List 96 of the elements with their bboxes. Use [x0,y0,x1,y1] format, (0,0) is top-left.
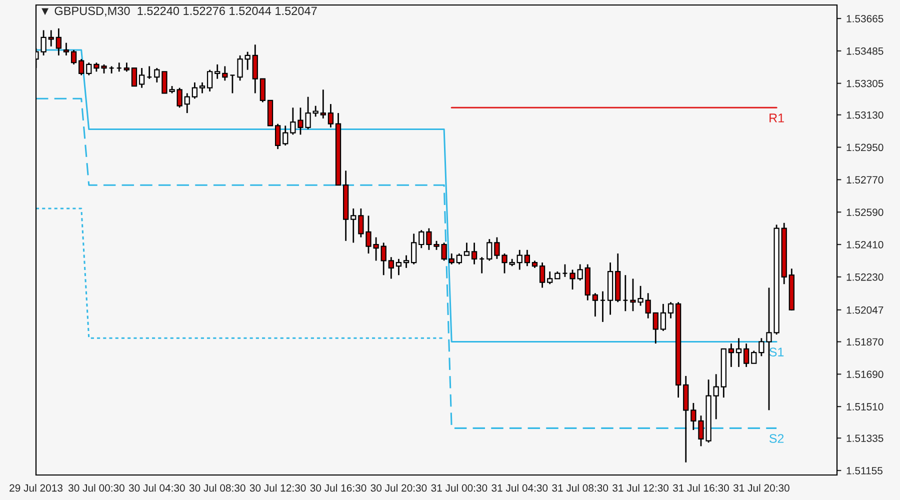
x-tick-label: 31 Jul 04:30 [492,484,548,492]
candlestick [547,270,553,285]
candlestick [320,88,326,120]
candlestick [570,269,576,290]
candlestick [192,82,198,100]
x-tick-label: 30 Jul 04:30 [128,484,185,492]
candlestick [230,74,236,94]
x-tick-label: 30 Jul 16:30 [310,484,366,492]
candlestick [524,249,530,267]
candlestick [282,124,288,146]
candlestick [403,254,410,269]
candlestick [713,373,719,420]
candlestick [199,82,206,94]
x-tick-label: 31 Jul 12:30 [612,484,668,492]
y-tick-label: 1.51690 [846,370,884,378]
y-tick-label: 1.52770 [846,176,884,184]
candlestick [592,292,598,318]
x-tick-label: 31 Jul 08:30 [552,484,608,492]
candlestick [380,242,386,276]
candlestick [690,402,696,431]
candlestick [600,290,606,323]
x-tick-label: 30 Jul 12:30 [250,484,306,492]
series-label: S2 [769,434,784,443]
y-tick-label: 1.51335 [846,434,884,442]
candlestick [78,58,84,76]
candlestick [736,337,742,368]
candlestick [86,62,92,76]
y-tick-label: 1.52590 [846,208,884,216]
candlestick [237,54,243,82]
candlestick [252,44,258,94]
candlestick [744,342,750,368]
y-tick-label: 1.53305 [846,80,884,88]
candlestick [274,123,281,150]
candlestick [728,342,734,368]
y-tick-label: 1.52410 [846,241,884,248]
candlestick [418,229,424,249]
candlestick [456,252,462,266]
x-tick-label: 30 Jul 00:30 [68,484,124,492]
candlestick [645,292,651,320]
candlestick [206,69,213,92]
candlestick [328,103,334,128]
candlestick [222,66,228,82]
x-tick-label: 31 Jul 20:30 [733,484,790,492]
x-tick-label: 29 Jul 2013 [10,484,62,492]
candlestick [396,258,402,276]
candlestick [539,262,546,288]
y-tick-label: 1.52047 [846,306,884,314]
x-tick-label: 30 Jul 20:30 [370,484,427,492]
x-tick-label: 31 Jul 00:30 [431,484,488,492]
candlestick [479,256,485,274]
y-tick-label: 1.52230 [846,273,884,281]
candlestick [146,66,152,80]
y-tick-label: 1.53130 [846,111,884,119]
candlestick [48,30,54,48]
x-tick-label: 30 Jul 08:30 [189,484,246,492]
chart-title: ▼ GBPUSD,M30 1.52240 1.52276 1.52044 1.52047 [42,6,317,16]
y-tick-label: 1.51155 [846,467,882,474]
candlestick [116,62,122,72]
candlestick [70,49,77,66]
candlestick [290,106,296,136]
y-tick-label: 1.52950 [846,144,884,152]
x-tick-label: 31 Jul 16:30 [673,484,729,492]
candlestick [244,51,250,71]
candlestick [652,312,658,344]
candlestick [63,42,70,56]
series-label: R1 [770,114,784,122]
candlestick [350,208,356,244]
candlestick [124,62,130,72]
candlestick [184,92,190,114]
y-tick-label: 1.51870 [846,338,884,346]
candlestick [411,233,417,266]
candlestick [312,105,318,118]
candlestick [448,252,454,266]
candlestick [214,64,220,80]
series-label: S1 [769,348,784,356]
y-tick-label: 1.53665 [846,15,884,22]
candlestick [131,67,138,87]
candlestick [464,242,470,256]
candlestick [260,78,266,103]
y-tick-label: 1.51510 [846,403,884,410]
candlestick [622,274,628,312]
candlestick [108,66,114,74]
candlestick [668,301,674,320]
candlestick [388,256,394,280]
candlestick [471,242,478,266]
y-tick-label: 1.53485 [846,47,884,55]
candlestick [577,264,583,282]
candlestick [154,67,160,84]
candlestick [138,67,145,89]
candlestick [486,238,492,262]
candlestick [660,303,666,332]
candlestick [56,28,62,56]
candlestick [176,87,182,108]
candlestick [562,264,568,278]
candlestick [516,249,522,270]
candlestick [751,350,757,364]
